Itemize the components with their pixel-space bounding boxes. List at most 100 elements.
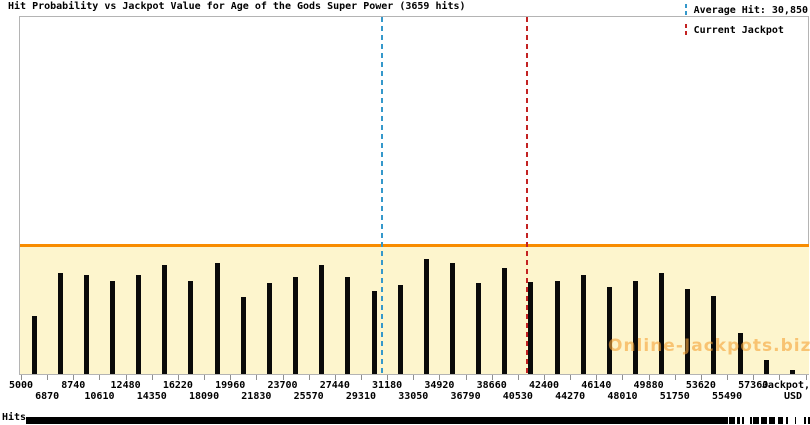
bottom-barcode-segment [808, 417, 810, 424]
chart-title: Hit Probability vs Jackpot Value for Age… [8, 1, 466, 12]
x-tick [570, 375, 572, 380]
histogram-bar [136, 275, 142, 374]
x-tick-label: 29310 [345, 391, 376, 402]
histogram-bar [659, 273, 665, 374]
x-axis-title-line2: USD [783, 391, 802, 402]
x-tick-label: 48010 [607, 391, 638, 402]
x-tick-label: 6870 [35, 391, 60, 402]
x-tick-label: 31180 [372, 380, 403, 391]
histogram-bar [214, 263, 220, 374]
x-tick-label: 57360 [738, 380, 769, 391]
x-tick-label: 36790 [450, 391, 481, 402]
x-tick-label: 14350 [136, 391, 167, 402]
x-tick [21, 375, 22, 380]
histogram-bar [685, 289, 691, 374]
x-tick [727, 375, 729, 380]
x-tick [465, 375, 467, 380]
histogram-bar [345, 277, 351, 374]
current-jackpot-line [525, 17, 528, 374]
histogram-bar [57, 273, 63, 374]
x-tick-label: 44270 [555, 391, 586, 402]
histogram-bar [83, 275, 89, 374]
x-tick [334, 375, 336, 380]
histogram-bar [188, 281, 194, 374]
x-tick-label: 18090 [188, 391, 220, 402]
average-hit-line [381, 17, 384, 374]
y-axis-label: Hits [2, 412, 27, 423]
x-tick [648, 375, 650, 380]
x-tick-label: 16220 [162, 380, 193, 391]
x-tick [47, 375, 49, 380]
watermark: Online-Jackpots.biz [608, 336, 810, 356]
histogram-bar [737, 333, 743, 374]
x-axis-title-line1: Jackpot, [761, 380, 810, 391]
x-tick-label: 21830 [241, 391, 272, 402]
bottom-barcode-segment [729, 417, 735, 424]
x-tick [177, 375, 179, 380]
histogram-bar [31, 316, 37, 374]
histogram-bar [476, 283, 482, 374]
x-tick-label: 5000 [8, 380, 34, 391]
x-tick-label: 46140 [581, 380, 612, 391]
histogram-bar [789, 370, 795, 374]
x-tick-label: 51750 [659, 391, 690, 402]
x-tick [99, 375, 101, 380]
histogram-bar [554, 281, 560, 374]
x-tick [622, 375, 624, 380]
average-hit-line-icon [684, 3, 687, 17]
bottom-barcode-segment [761, 417, 767, 424]
histogram-bar [110, 281, 116, 374]
x-tick [151, 375, 153, 380]
x-tick [439, 375, 441, 380]
x-tick [753, 375, 755, 380]
legend: Average Hit: 30,850 Current Jackpot [684, 0, 808, 40]
histogram-bar [266, 283, 272, 374]
x-tick-label: 33050 [398, 391, 429, 402]
x-tick-label: 38660 [476, 380, 507, 391]
x-tick [204, 375, 206, 380]
x-tick [125, 375, 127, 380]
bottom-barcode-segment [737, 417, 740, 424]
current-jackpot-line-icon [684, 23, 687, 37]
threshold-line [20, 244, 809, 247]
x-tick [256, 375, 258, 380]
histogram-bar [633, 281, 639, 374]
legend-label-current-jackpot: Current Jackpot [693, 24, 784, 36]
histogram-bar [763, 360, 769, 374]
histogram-bar [240, 297, 246, 374]
x-tick-label: 25570 [293, 391, 324, 402]
x-tick-label: 49880 [633, 380, 664, 391]
x-tick-label: 10610 [84, 391, 115, 402]
x-tick [387, 375, 389, 380]
histogram-bar [319, 265, 325, 374]
histogram-bar [711, 296, 717, 374]
x-tick [674, 375, 676, 380]
x-tick [517, 375, 519, 380]
x-tick [360, 375, 362, 380]
x-tick [73, 375, 75, 380]
x-tick-label: 12480 [110, 380, 141, 391]
x-tick [700, 375, 702, 380]
bottom-barcode-segment [786, 417, 788, 424]
bottom-barcode-segment [769, 417, 775, 424]
histogram-bar [502, 268, 508, 374]
x-tick-label: 27440 [319, 380, 350, 391]
bottom-barcode-segment [753, 417, 759, 424]
x-tick [282, 375, 284, 380]
histogram-bar [293, 277, 299, 374]
x-tick [230, 375, 232, 380]
x-tick [491, 375, 493, 380]
x-tick [779, 375, 781, 380]
legend-item-average-hit: Average Hit: 30,850 [684, 0, 808, 20]
histogram-bar [580, 275, 586, 374]
histogram-bar [606, 287, 612, 374]
histogram-bar [397, 285, 403, 374]
x-tick-label: 53620 [685, 380, 716, 391]
x-tick-label: 34920 [424, 380, 455, 391]
bottom-barcode-segment [804, 417, 806, 424]
x-tick [805, 375, 807, 380]
bottom-barcode-segment [750, 417, 752, 424]
plot-yellow-band [20, 247, 809, 374]
x-tick [544, 375, 545, 380]
bottom-barcode-segment [742, 417, 744, 424]
